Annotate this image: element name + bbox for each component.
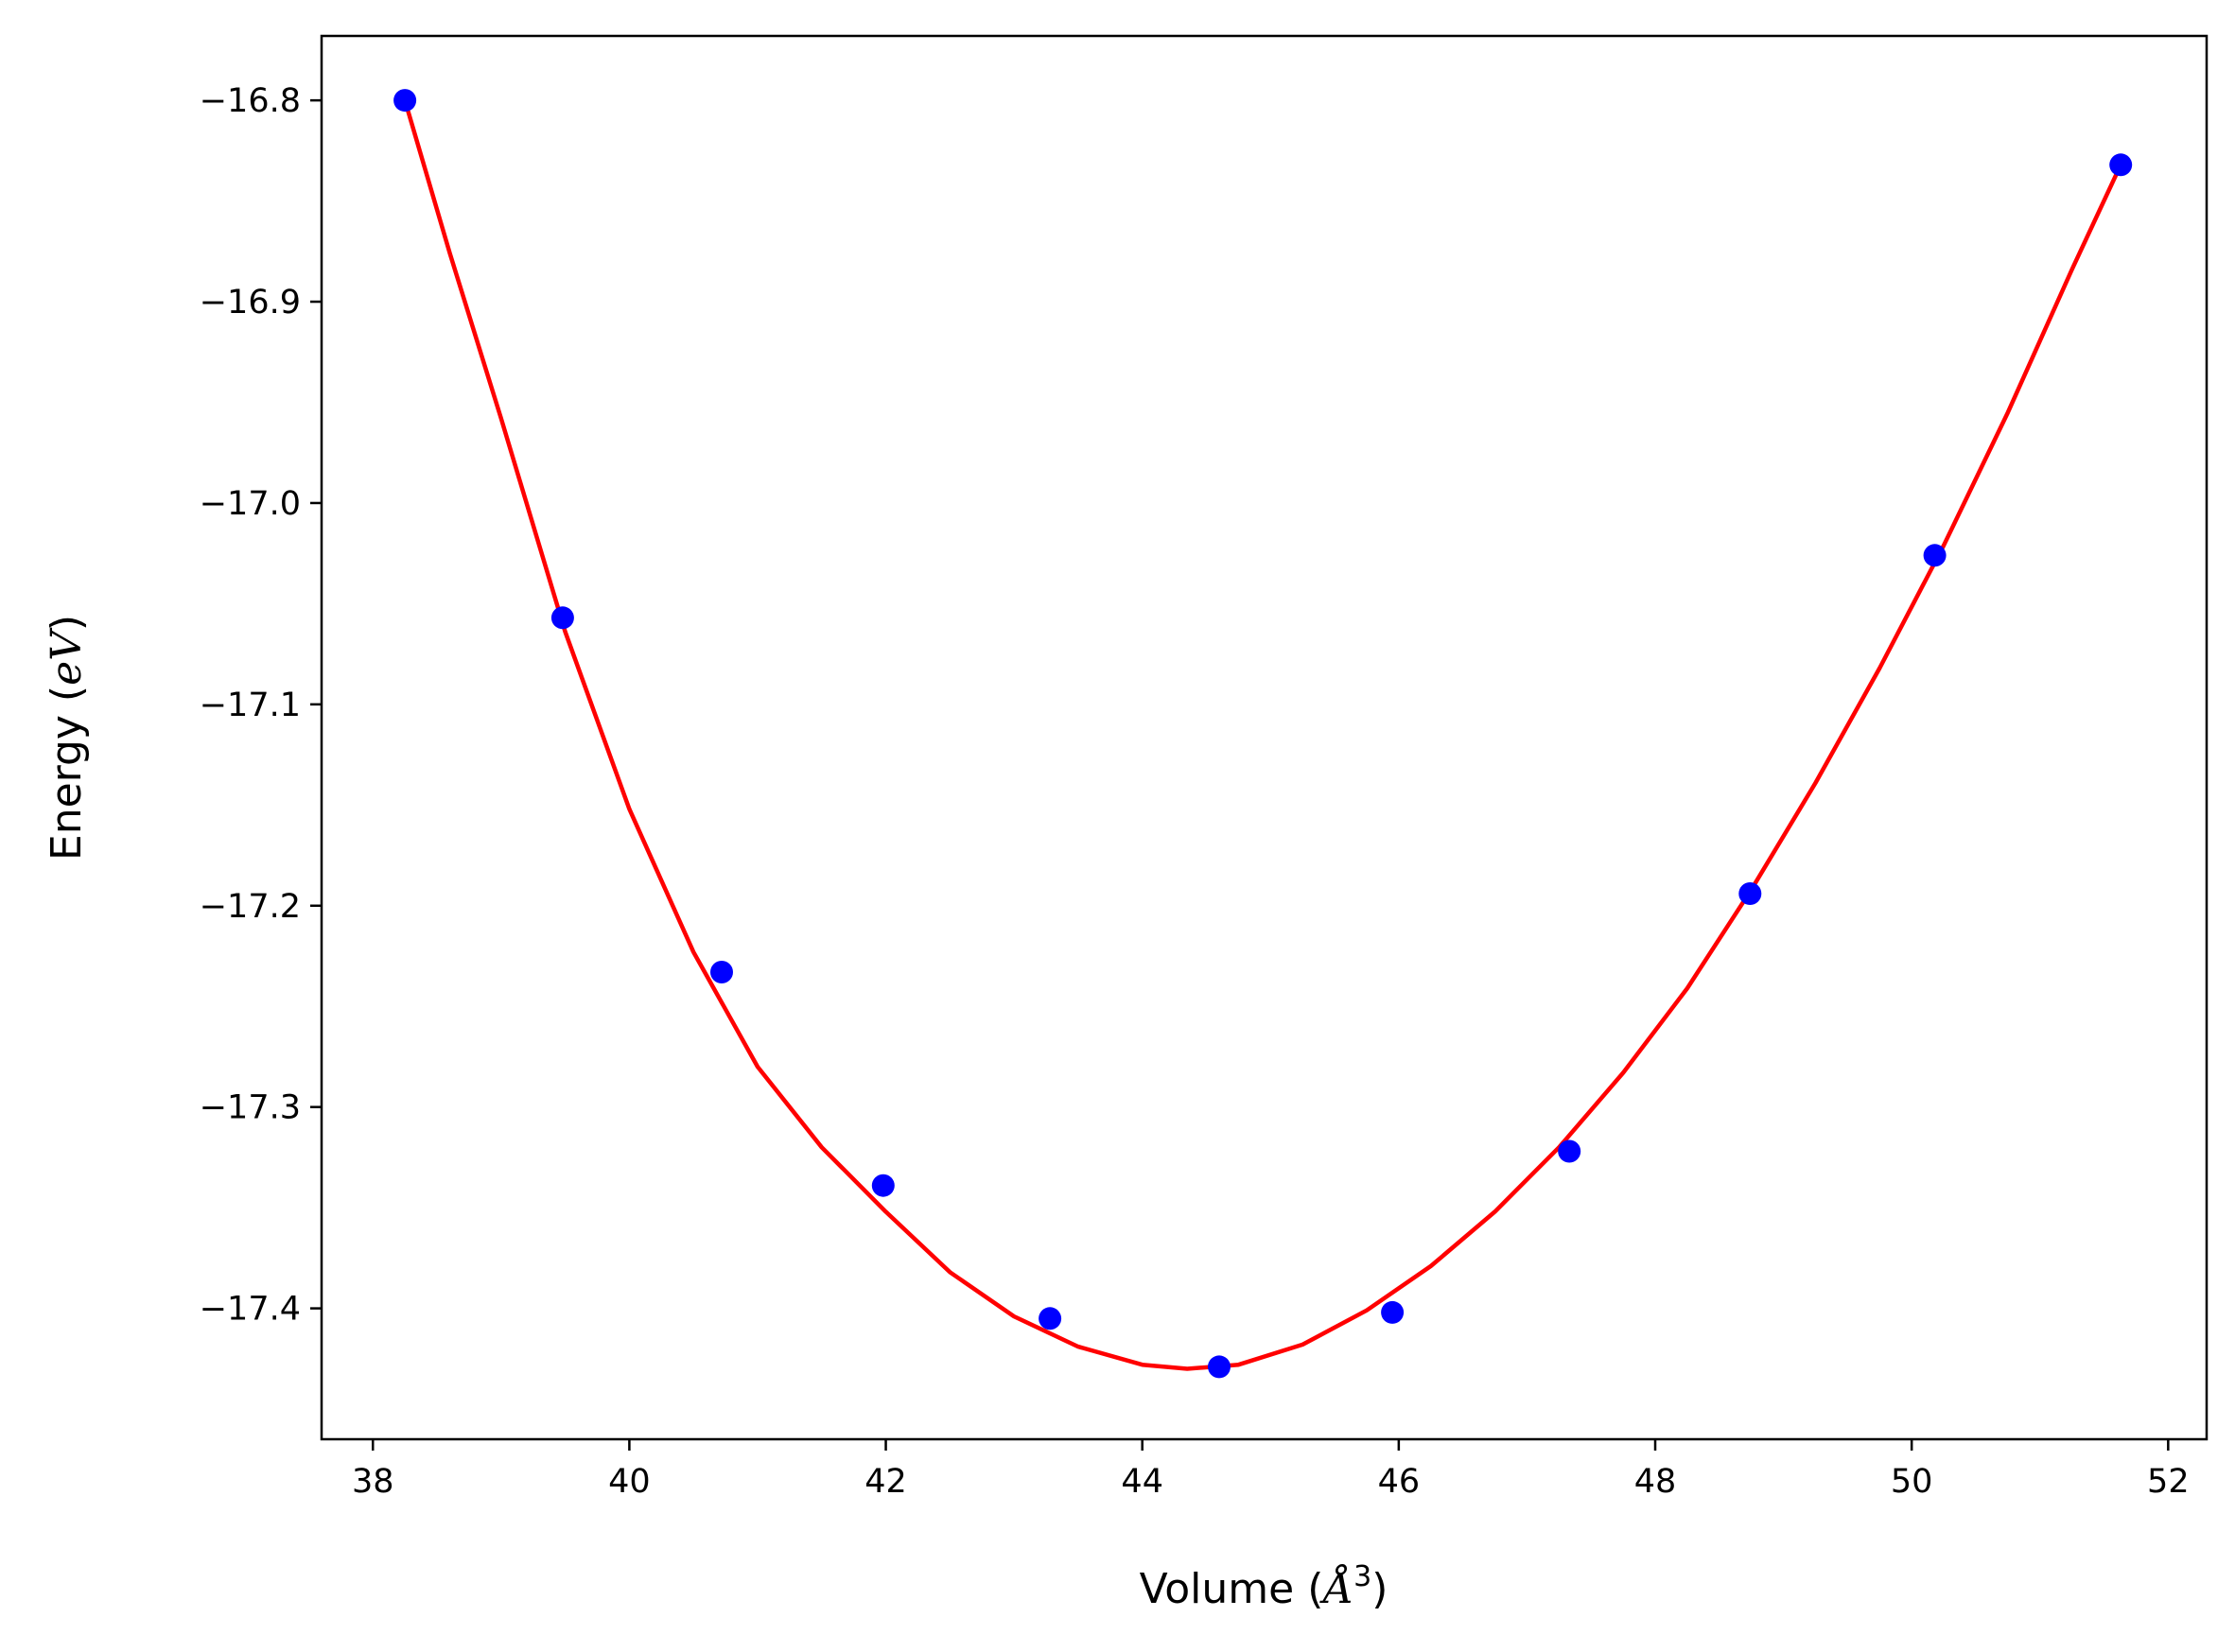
- data-point: [1738, 882, 1762, 905]
- x-tick-label: 52: [2147, 1463, 2190, 1501]
- y-tick-label: −17.0: [200, 485, 301, 523]
- x-tick-label: 46: [1378, 1463, 1421, 1501]
- fit-curve: [402, 99, 2123, 1371]
- data-point: [1923, 544, 1947, 567]
- x-tick-label: 42: [864, 1463, 907, 1501]
- data-point: [2109, 153, 2133, 177]
- y-tick-label: −16.9: [200, 284, 301, 322]
- y-tick-label: −17.2: [200, 888, 301, 926]
- data-point: [393, 89, 417, 113]
- y-tick-label: −17.3: [200, 1089, 301, 1127]
- data-point: [1039, 1307, 1062, 1330]
- x-axis-label-exponent: 3: [1353, 1560, 1371, 1593]
- plot-area: [393, 89, 2133, 1379]
- x-axis-label: Volume (Å3): [1140, 1560, 1388, 1613]
- y-tick-label: −16.8: [200, 82, 301, 120]
- x-tick-label: 38: [352, 1463, 394, 1501]
- data-point: [1208, 1355, 1231, 1379]
- data-point: [710, 961, 733, 983]
- data-point: [871, 1174, 895, 1197]
- x-tick-label: 40: [608, 1463, 651, 1501]
- y-tick-label: −17.4: [200, 1291, 301, 1329]
- y-tick-label: −17.1: [200, 687, 301, 724]
- x-tick-label: 48: [1634, 1463, 1677, 1501]
- y-axis-ticks: −16.8 −16.9 −17.0 −17.1 −17.2 −17.3 −17.4: [200, 82, 322, 1329]
- y-axis-label-unit: eV: [43, 627, 91, 686]
- y-axis-label: Energy (eV): [43, 615, 91, 861]
- data-point: [550, 606, 574, 630]
- axes-frame: [320, 34, 2209, 1441]
- x-axis-ticks: 38 40 42 44 46 48 50 52: [352, 1439, 2190, 1501]
- x-tick-label: 44: [1121, 1463, 1163, 1501]
- x-axis-label-symbol: Å: [1318, 1563, 1353, 1613]
- data-point: [1381, 1300, 1405, 1324]
- data-point: [1558, 1139, 1581, 1163]
- x-tick-label: 50: [1891, 1463, 1933, 1501]
